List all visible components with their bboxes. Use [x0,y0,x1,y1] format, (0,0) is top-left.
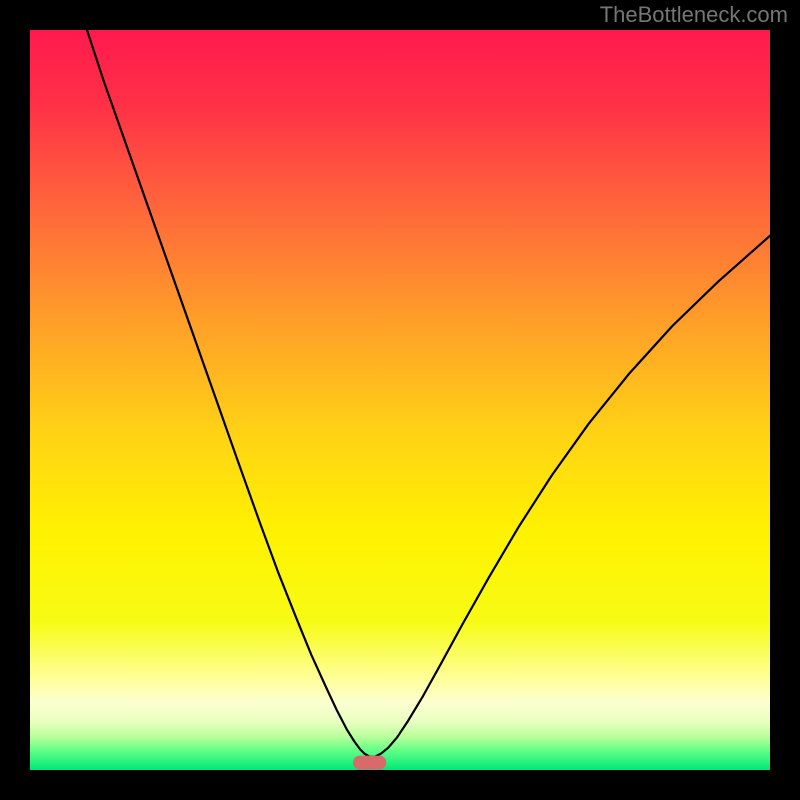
chart-container: TheBottleneck.com [0,0,800,800]
watermark-label: TheBottleneck.com [600,2,788,28]
chart-svg [30,30,770,770]
plot-area [30,30,770,770]
gradient-background [30,30,770,770]
minimum-marker [353,756,386,770]
